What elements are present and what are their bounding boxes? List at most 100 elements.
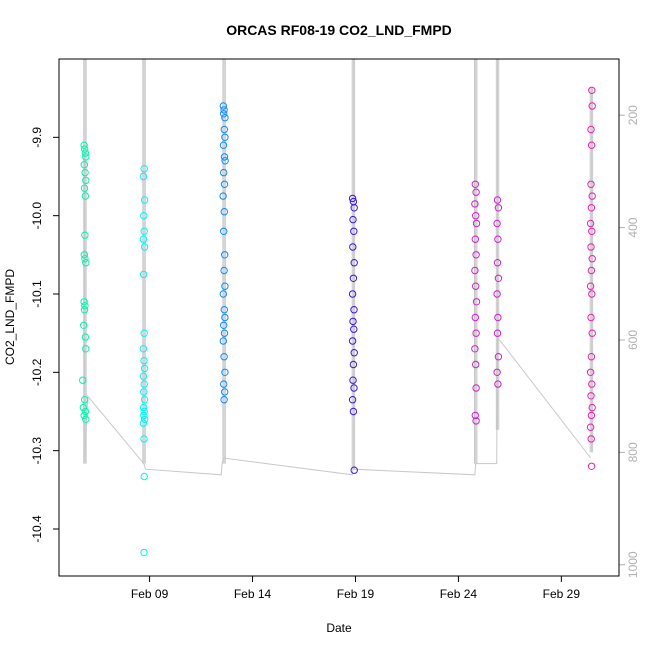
point-s3-18 — [349, 407, 358, 416]
track-line — [83, 154, 591, 476]
point-s1-2 — [140, 196, 149, 204]
point-s2-7 — [220, 153, 229, 161]
x-tick-label-3: Feb 24 — [440, 587, 478, 601]
point-s4-28 — [494, 380, 502, 388]
point-s5-9 — [587, 243, 595, 251]
flight-tracks — [83, 59, 594, 476]
point-s1-11 — [140, 364, 149, 373]
x-tick-label-0: Feb 09 — [131, 587, 169, 601]
point-s1-3 — [140, 212, 148, 220]
point-s3-6 — [350, 259, 358, 267]
point-s4-26 — [494, 353, 503, 361]
point-s4-7 — [471, 266, 479, 275]
point-s5-15 — [588, 329, 596, 337]
point-s4-22 — [494, 274, 503, 282]
point-s5-4 — [587, 180, 595, 189]
point-s4-6 — [472, 251, 480, 259]
point-s2-4 — [220, 125, 229, 134]
point-s3-16 — [350, 384, 358, 392]
point-s1-8 — [140, 329, 148, 337]
point-s5-0 — [588, 86, 596, 95]
point-s2-1 — [220, 106, 228, 114]
point-s4-10 — [471, 313, 479, 322]
point-s5-3 — [587, 141, 596, 149]
point-s2-25 — [220, 380, 228, 388]
x-tick-label-1: Feb 14 — [234, 587, 272, 601]
point-s0-24 — [82, 415, 90, 423]
point-s5-11 — [587, 266, 596, 275]
point-s0-16 — [80, 321, 88, 329]
y-tick-label-2: -10.2 — [30, 358, 44, 386]
point-s3-3 — [349, 215, 357, 224]
point-s0-6 — [82, 176, 90, 185]
point-s0-20 — [81, 396, 89, 404]
x-tick-label-2: Feb 19 — [337, 587, 375, 601]
point-s3-11 — [350, 325, 358, 333]
point-s0-22 — [81, 407, 90, 416]
point-s1-5 — [139, 235, 148, 243]
point-s2-11 — [219, 192, 227, 200]
point-s2-12 — [220, 208, 229, 216]
point-s3-5 — [349, 243, 357, 251]
y-tick-label-3: -10.1 — [30, 280, 44, 308]
point-s4-18 — [494, 204, 503, 212]
point-s2-23 — [220, 353, 228, 361]
point-s0-17 — [81, 333, 90, 341]
point-s5-18 — [588, 380, 596, 388]
point-s5-12 — [586, 282, 595, 290]
point-s5-5 — [588, 192, 596, 200]
point-s5-10 — [588, 255, 596, 263]
point-s0-18 — [82, 345, 90, 353]
right-tick-label-3: 800 — [626, 442, 640, 462]
point-s4-20 — [494, 235, 502, 243]
point-s3-8 — [348, 290, 357, 298]
point-s2-16 — [221, 282, 229, 290]
point-s5-23 — [587, 435, 595, 443]
point-s0-15 — [80, 306, 89, 314]
point-s5-24 — [587, 462, 596, 470]
point-s4-12 — [471, 345, 479, 353]
point-s0-3 — [82, 153, 90, 161]
point-s4-21 — [493, 259, 502, 267]
point-s2-19 — [221, 313, 229, 322]
point-s4-11 — [472, 329, 480, 337]
point-s0-7 — [80, 184, 89, 192]
x-tick-label-4: Feb 29 — [543, 587, 581, 601]
point-s5-2 — [587, 125, 595, 134]
point-s2-13 — [220, 227, 228, 236]
point-s3-7 — [349, 274, 358, 282]
point-s1-18 — [140, 411, 148, 420]
point-s4-24 — [494, 313, 502, 322]
point-s2-6 — [219, 141, 228, 149]
point-s4-5 — [471, 235, 479, 243]
point-s0-4 — [80, 161, 89, 169]
point-s3-4 — [350, 227, 358, 236]
point-s1-14 — [140, 388, 148, 396]
point-s3-0 — [348, 194, 357, 203]
axes: Feb 09 Feb 14 Feb 19 Feb 24 Feb 29 -10.4 -10.3… — [30, 105, 640, 601]
point-s0-11 — [81, 255, 89, 263]
plot-frame — [58, 58, 620, 577]
point-s2-5 — [221, 133, 229, 142]
point-s3-14 — [349, 360, 358, 369]
point-s4-14 — [472, 384, 480, 392]
point-s1-19 — [140, 415, 149, 423]
right-tick-label-2: 600 — [626, 330, 640, 350]
point-s2-9 — [220, 168, 228, 177]
point-s4-4 — [472, 219, 481, 228]
point-s0-9 — [81, 231, 89, 239]
point-s4-17 — [493, 196, 502, 204]
point-s1-21 — [140, 435, 148, 443]
point-s1-7 — [139, 270, 148, 279]
data-points — [79, 86, 596, 557]
point-s4-16 — [472, 417, 480, 425]
right-tick-label-1: 400 — [626, 217, 640, 237]
point-s5-22 — [586, 423, 595, 431]
point-s3-2 — [350, 204, 358, 212]
point-s2-22 — [219, 337, 228, 345]
y-tick-label-1: -10.3 — [30, 437, 44, 465]
point-s1-12 — [139, 372, 148, 380]
right-tick-label-4: 1000 — [626, 551, 640, 578]
y-tick-label-0: -10.4 — [30, 515, 44, 543]
